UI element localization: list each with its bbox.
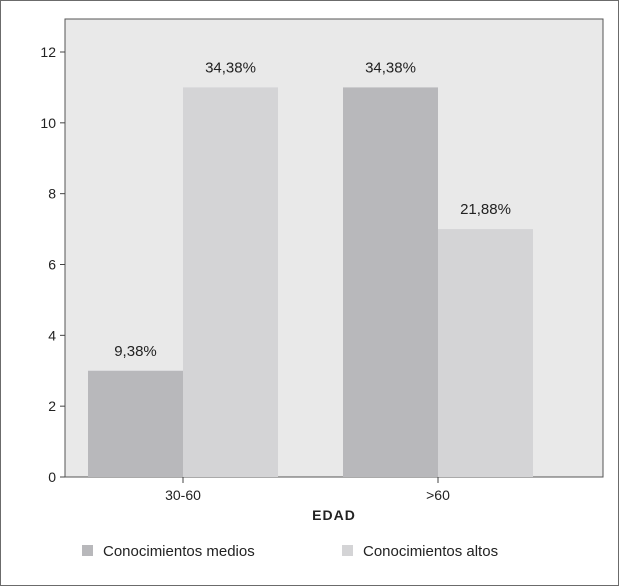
y-tick-label: 12: [40, 44, 56, 60]
legend-swatch: [82, 545, 93, 556]
x-axis: 30-60 >60: [165, 477, 450, 503]
bar: [438, 229, 533, 477]
y-tick-label: 8: [48, 186, 56, 202]
bar: [343, 87, 438, 478]
bars: [88, 87, 533, 478]
y-axis: 0 2 4 6 8 10 12: [40, 44, 65, 485]
data-label: 34,38%: [205, 59, 256, 76]
y-tick-label: 6: [48, 257, 56, 273]
x-tick-label: >60: [426, 487, 450, 503]
x-axis-title: EDAD: [312, 507, 356, 523]
legend-swatch: [342, 545, 353, 556]
x-tick-label: 30-60: [165, 487, 201, 503]
bar: [183, 87, 278, 478]
data-label: 34,38%: [365, 59, 416, 76]
data-label: 21,88%: [460, 201, 511, 218]
y-tick-label: 10: [40, 115, 56, 131]
y-tick-label: 0: [48, 469, 56, 485]
legend-label: Conocimientos medios: [103, 543, 255, 560]
bar: [88, 370, 183, 477]
data-label: 9,38%: [114, 343, 157, 360]
legend-label: Conocimientos altos: [363, 543, 498, 560]
y-tick-label: 2: [48, 398, 56, 414]
y-tick-label: 4: [48, 327, 56, 343]
legend: Conocimientos medios Conocimientos altos: [82, 543, 498, 560]
data-labels: 9,38% 34,38% 34,38% 21,88%: [114, 59, 511, 359]
